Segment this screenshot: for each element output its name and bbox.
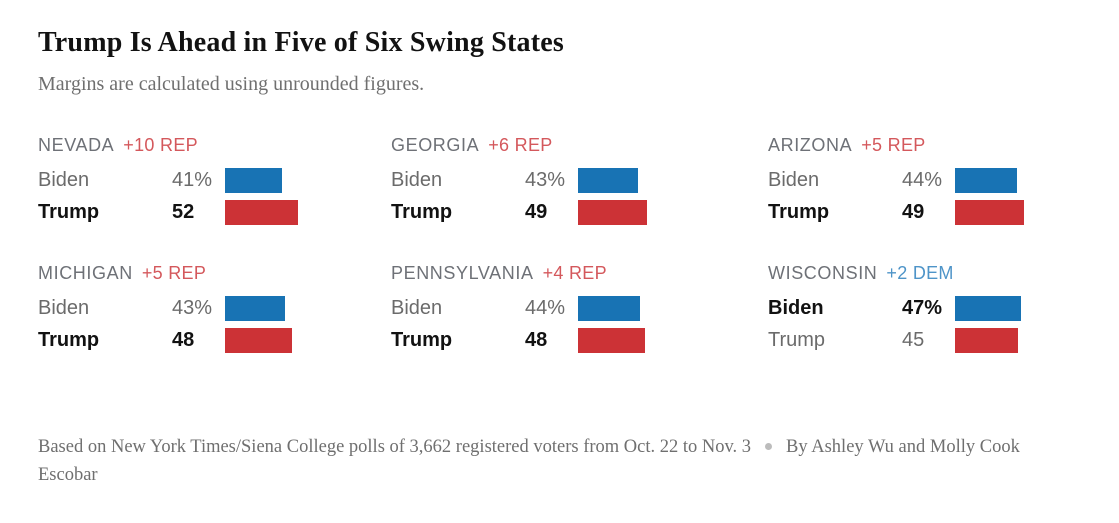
state-header: MICHIGAN +5 REP: [38, 263, 338, 283]
candidate-name: Trump: [391, 329, 453, 351]
candidate-value: 43%: [525, 169, 566, 191]
candidate-name: Trump: [391, 201, 453, 223]
candidate-name: Biden: [38, 297, 90, 319]
chart-subtitle: Margins are calculated using unrounded f…: [38, 73, 425, 95]
candidate-value: 47%: [902, 297, 943, 319]
candidate-name: Trump: [768, 201, 830, 223]
state-margin: +4 REP: [542, 263, 607, 283]
state-name: NEVADA: [38, 135, 115, 155]
chart-container: Trump Is Ahead in Five of Six Swing Stat…: [38, 27, 1081, 489]
candidate-bar: [578, 200, 647, 225]
candidate-value: 52: [172, 201, 195, 223]
chart-title: Trump Is Ahead in Five of Six Swing Stat…: [38, 27, 564, 58]
state-name: ARIZONA: [768, 135, 853, 155]
state-margin: +5 REP: [141, 263, 207, 283]
candidate-value: 48: [172, 329, 195, 351]
candidate-value: 49: [902, 201, 925, 223]
state-margin: +10 REP: [123, 135, 198, 155]
state-header: WISCONSIN +2 DEM: [768, 263, 1068, 283]
candidate-bar: [955, 296, 1021, 321]
candidate-bar: [578, 296, 640, 321]
candidate-bar: [225, 296, 285, 321]
candidate-row: Trump 49: [768, 200, 1068, 225]
candidate-row: Biden 44%: [391, 296, 691, 321]
dot-separator-icon: [765, 443, 773, 450]
state-card-nevada: NEVADA +10 REP Biden 41% Trump 52: [38, 135, 338, 225]
candidate-name: Biden: [391, 169, 443, 191]
state-name: WISCONSIN: [768, 263, 878, 283]
state-name: PENNSYLVANIA: [391, 263, 534, 283]
candidate-name: Trump: [38, 201, 100, 223]
candidate-bar: [955, 328, 1018, 353]
candidate-name: Biden: [38, 169, 90, 191]
candidate-name: Trump: [38, 329, 100, 351]
candidate-name: Trump: [768, 329, 826, 351]
candidate-value: 43%: [172, 297, 213, 319]
state-header: ARIZONA +5 REP: [768, 135, 1068, 155]
state-card-michigan: MICHIGAN +5 REP Biden 43% Trump 48: [38, 263, 338, 353]
candidate-row: Trump 48: [38, 328, 338, 353]
state-card-pennsylvania: PENNSYLVANIA +4 REP Biden 44% Trump 48: [391, 263, 691, 353]
candidate-name: Biden: [768, 297, 824, 319]
state-card-georgia: GEORGIA +6 REP Biden 43% Trump 49: [391, 135, 691, 225]
candidate-bar: [578, 328, 645, 353]
state-card-wisconsin: WISCONSIN +2 DEM Biden 47% Trump 45: [768, 263, 1068, 353]
state-margin: +2 DEM: [886, 263, 954, 283]
candidate-row: Biden 47%: [768, 296, 1068, 321]
state-header: GEORGIA +6 REP: [391, 135, 691, 155]
footer-note: Based on New York Times/Siena College po…: [38, 433, 1081, 489]
candidate-row: Trump 52: [38, 200, 338, 225]
candidate-row: Trump 49: [391, 200, 691, 225]
state-margin: +6 REP: [488, 135, 553, 155]
state-header: PENNSYLVANIA +4 REP: [391, 263, 691, 283]
source-note: Based on New York Times/Siena College po…: [38, 437, 752, 457]
candidate-row: Biden 43%: [38, 296, 338, 321]
state-card-arizona: ARIZONA +5 REP Biden 44% Trump 49: [768, 135, 1068, 225]
candidate-name: Biden: [391, 297, 443, 319]
candidate-row: Trump 45: [768, 328, 1068, 353]
candidate-value: 48: [525, 329, 548, 351]
candidate-bar: [578, 168, 638, 193]
candidate-bar: [955, 168, 1017, 193]
candidate-bar: [225, 168, 282, 193]
candidate-value: 41%: [172, 169, 213, 191]
state-name: MICHIGAN: [38, 263, 133, 283]
candidate-value: 44%: [902, 169, 943, 191]
states-grid: NEVADA +10 REP Biden 41% Trump 52 GEORGIA…: [38, 135, 1081, 353]
candidate-bar: [955, 200, 1024, 225]
state-margin: +5 REP: [861, 135, 926, 155]
candidate-value: 44%: [525, 297, 566, 319]
candidate-bar: [225, 200, 298, 225]
candidate-value: 45: [902, 329, 925, 351]
byline: By Ashley Wu and Molly Cook Escobar: [38, 437, 1020, 485]
candidate-row: Biden 41%: [38, 168, 338, 193]
candidate-row: Biden 43%: [391, 168, 691, 193]
candidate-row: Biden 44%: [768, 168, 1068, 193]
candidate-value: 49: [525, 201, 548, 223]
candidate-bar: [225, 328, 292, 353]
candidate-name: Biden: [768, 169, 820, 191]
state-header: NEVADA +10 REP: [38, 135, 338, 155]
candidate-row: Trump 48: [391, 328, 691, 353]
state-name: GEORGIA: [391, 135, 480, 155]
